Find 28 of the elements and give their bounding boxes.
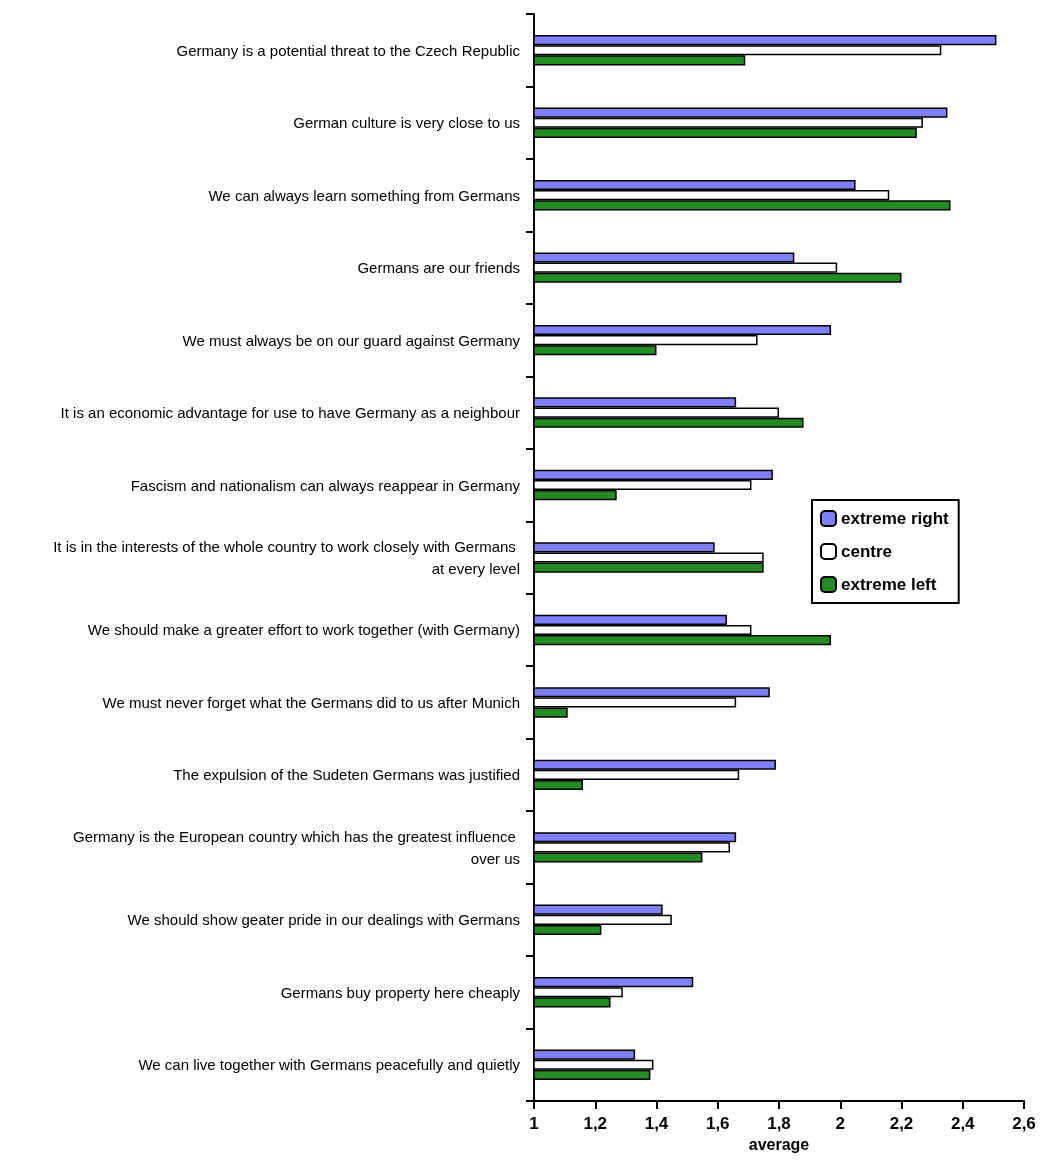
y-tick-label: Germans are our friends	[357, 259, 520, 277]
y-tick-label: We can live together with Germans peacefully and quietly	[138, 1056, 521, 1074]
y-tick-label: We should make a greater effort to work together (with Germany)	[87, 621, 520, 639]
y-tick-label: Germany is the European country which has the greatest influence over us	[73, 827, 520, 867]
y-tick-label: It is an economic advantage for use to have Germany as a neighbour	[60, 404, 520, 422]
y-tick-label: It is in the interests of the whole country to work closely with Germans at every level	[53, 538, 520, 577]
y-tick-label: Germans buy property here cheaply	[280, 983, 521, 1001]
y-tick-label: We can always learn something from Germans	[208, 186, 520, 204]
y-tick-label: The expulsion of the Sudeten Germans was justified	[173, 766, 520, 784]
x-tick-label: 2,2	[889, 1114, 914, 1133]
y-tick-label: German culture is very close to us	[293, 114, 520, 132]
x-tick-label: 1,4	[644, 1114, 669, 1133]
legend-label: centre	[841, 542, 893, 561]
x-axis-title: average	[748, 1136, 810, 1154]
x-tick-label: 1	[529, 1114, 539, 1133]
y-tick-label: We must always be on our guard against Germany	[182, 331, 521, 349]
x-tick-label: 2,4	[950, 1114, 976, 1133]
y-tick-label: Germany is a potential threat to the Czech Republic	[176, 41, 521, 59]
x-tick-label: 1,8	[767, 1114, 791, 1133]
x-tick-label: 1,2	[583, 1114, 608, 1133]
x-tick-label: 2,6	[1012, 1114, 1036, 1133]
x-tick-label: 2	[835, 1114, 845, 1133]
y-tick-label: We must never forget what the Germans did to us after Munich	[102, 693, 520, 711]
x-tick-label: 1,6	[705, 1114, 730, 1133]
y-tick-label: Fascism and nationalism can always reappear in Germany	[130, 476, 521, 494]
y-tick-label: We should show geater pride in our dealings with Germans	[127, 911, 520, 929]
legend-label: extreme right	[841, 509, 950, 528]
legend-label: extreme left	[841, 575, 937, 594]
